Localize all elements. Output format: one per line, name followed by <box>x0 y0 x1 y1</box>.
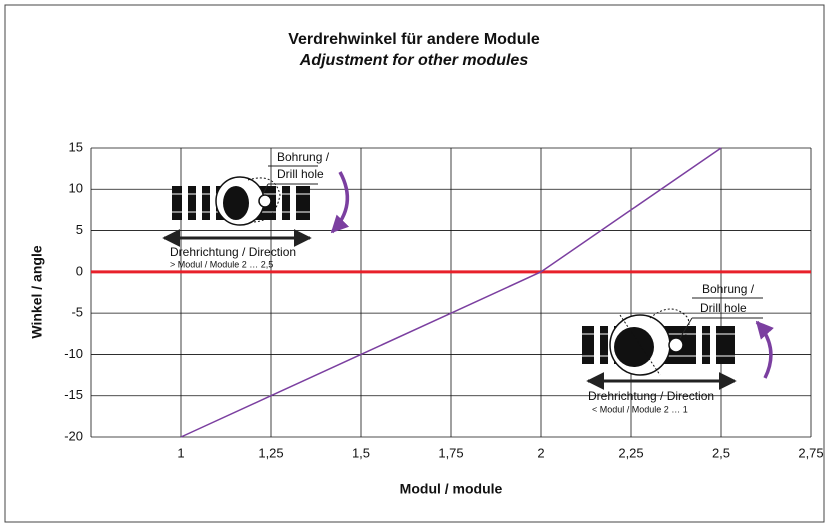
annotation: Bohrung / <box>702 282 755 296</box>
x-tick-label: 1,5 <box>352 445 370 460</box>
x-tick-label: 2 <box>537 445 544 460</box>
annotation: < Modul / Module 2 … 1 <box>592 404 688 414</box>
annotation: Bohrung / <box>277 150 330 164</box>
annotation: Drehrichtung / Direction <box>170 245 296 259</box>
annotation: Drehrichtung / Direction <box>588 389 714 403</box>
line <box>180 147 722 438</box>
y-tick-label: -15 <box>64 387 83 402</box>
illustration <box>162 165 350 247</box>
x-tick-label: 1 <box>177 445 184 460</box>
y-tick-label: -10 <box>64 346 83 361</box>
y-tick-label: 15 <box>69 139 83 154</box>
x-axis-label: Modul / module <box>400 481 503 497</box>
x-tick-label: 1,75 <box>438 445 463 460</box>
y-tick-label: 5 <box>76 222 83 237</box>
y-tick-label: -20 <box>64 428 83 443</box>
chart-title: Verdrehwinkel für andere Module <box>288 31 540 48</box>
annotation: Drill hole <box>277 167 324 181</box>
y-axis-label: Winkel / angle <box>29 245 45 338</box>
x-tick-label: 2,5 <box>712 445 730 460</box>
x-tick-label: 1,25 <box>258 445 283 460</box>
illustration <box>582 297 774 390</box>
frame <box>4 4 825 523</box>
annotation: > Modul / Module 2 … 2,5 <box>170 259 273 269</box>
y-tick-label: 10 <box>69 181 83 196</box>
x-tick-label: 2,75 <box>798 445 823 460</box>
y-tick-label: 0 <box>76 263 83 278</box>
annotation: Drill hole <box>700 301 747 315</box>
plot <box>91 147 811 438</box>
x-tick-label: 2,25 <box>618 445 643 460</box>
chart-subtitle: Adjustment for other modules <box>299 52 529 69</box>
y-tick-label: -5 <box>71 305 83 320</box>
